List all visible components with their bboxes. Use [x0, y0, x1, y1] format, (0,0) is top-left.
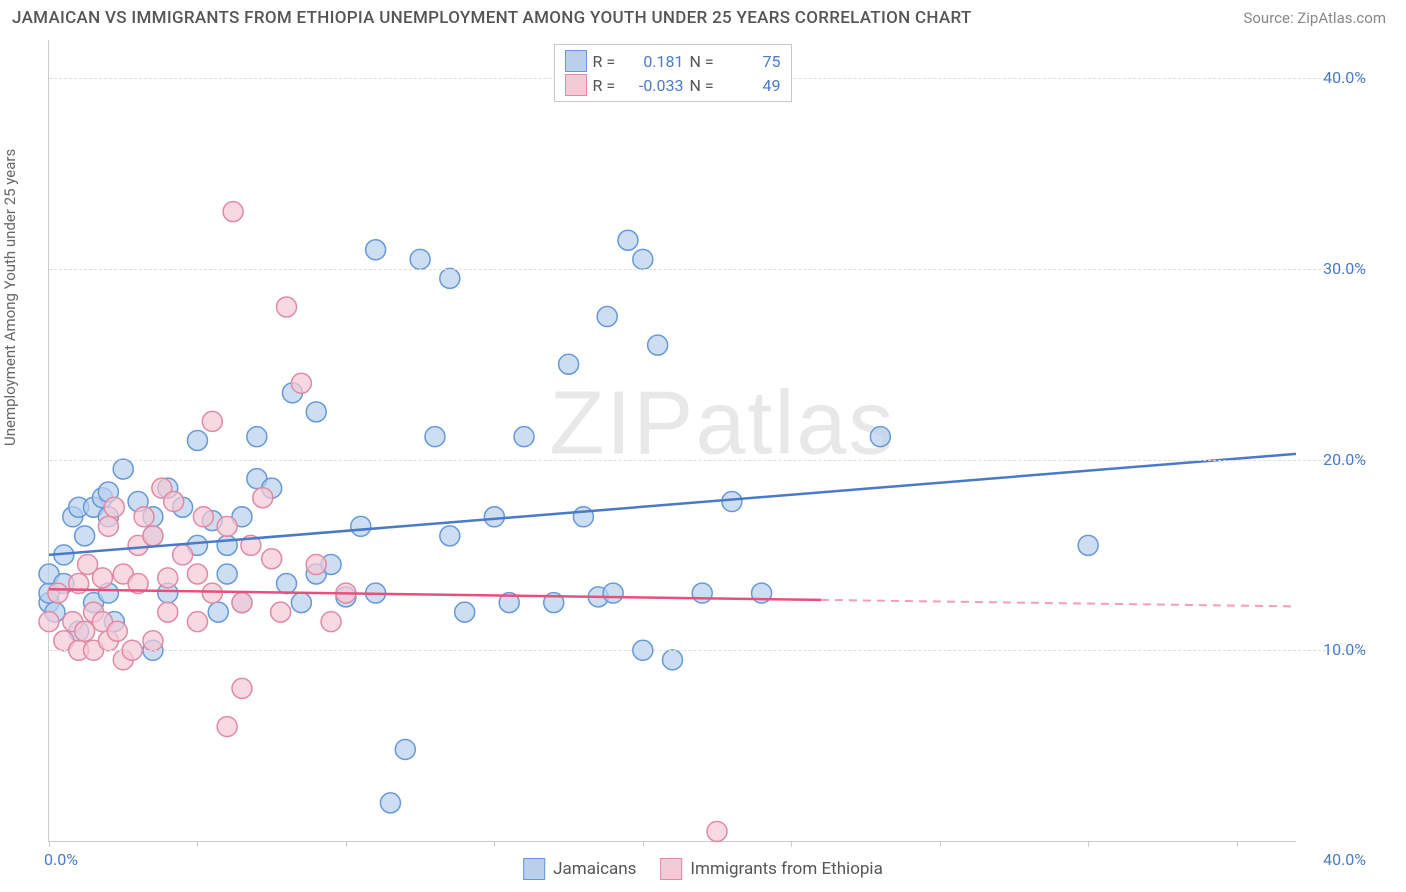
source-label: Source: ZipAtlas.com — [1243, 9, 1386, 27]
x-tick-label: 0.0% — [44, 850, 78, 869]
scatter-plot-svg — [49, 40, 1296, 841]
stats-r-value: -0.033 — [629, 76, 684, 95]
y-tick-label: 10.0% — [1323, 640, 1366, 659]
swatch-icon — [565, 50, 587, 72]
legend-label: Jamaicans — [553, 859, 636, 879]
legend-item-jamaicans: Jamaicans — [523, 858, 636, 880]
stats-n-label: N = — [690, 52, 720, 71]
stats-r-label: R = — [593, 76, 623, 95]
stats-n-value: 75 — [726, 52, 781, 71]
y-axis-label: Unemployment Among Youth under 25 years — [1, 149, 19, 446]
legend-bottom: Jamaicans Immigrants from Ethiopia — [523, 858, 883, 880]
stats-r-value: 0.181 — [629, 52, 684, 71]
x-tick-label: 40.0% — [1323, 850, 1366, 869]
stats-row-jamaicans: R = 0.181 N = 75 — [565, 49, 781, 73]
stats-n-value: 49 — [726, 76, 781, 95]
stats-row-ethiopia: R = -0.033 N = 49 — [565, 73, 781, 97]
legend-item-ethiopia: Immigrants from Ethiopia — [660, 858, 882, 880]
swatch-icon — [660, 858, 682, 880]
legend-label: Immigrants from Ethiopia — [690, 859, 882, 879]
y-tick-label: 30.0% — [1323, 259, 1366, 278]
stats-r-label: R = — [593, 52, 623, 71]
stats-legend-box: R = 0.181 N = 75 R = -0.033 N = 49 — [554, 44, 792, 102]
swatch-icon — [565, 74, 587, 96]
swatch-icon — [523, 858, 545, 880]
chart-title: JAMAICAN VS IMMIGRANTS FROM ETHIOPIA UNE… — [12, 8, 972, 28]
stats-n-label: N = — [690, 76, 720, 95]
y-tick-label: 20.0% — [1323, 450, 1366, 469]
chart-plot-area: ZIPatlas R = 0.181 N = 75 R = -0.033 N =… — [48, 40, 1296, 842]
y-tick-label: 40.0% — [1323, 68, 1366, 87]
